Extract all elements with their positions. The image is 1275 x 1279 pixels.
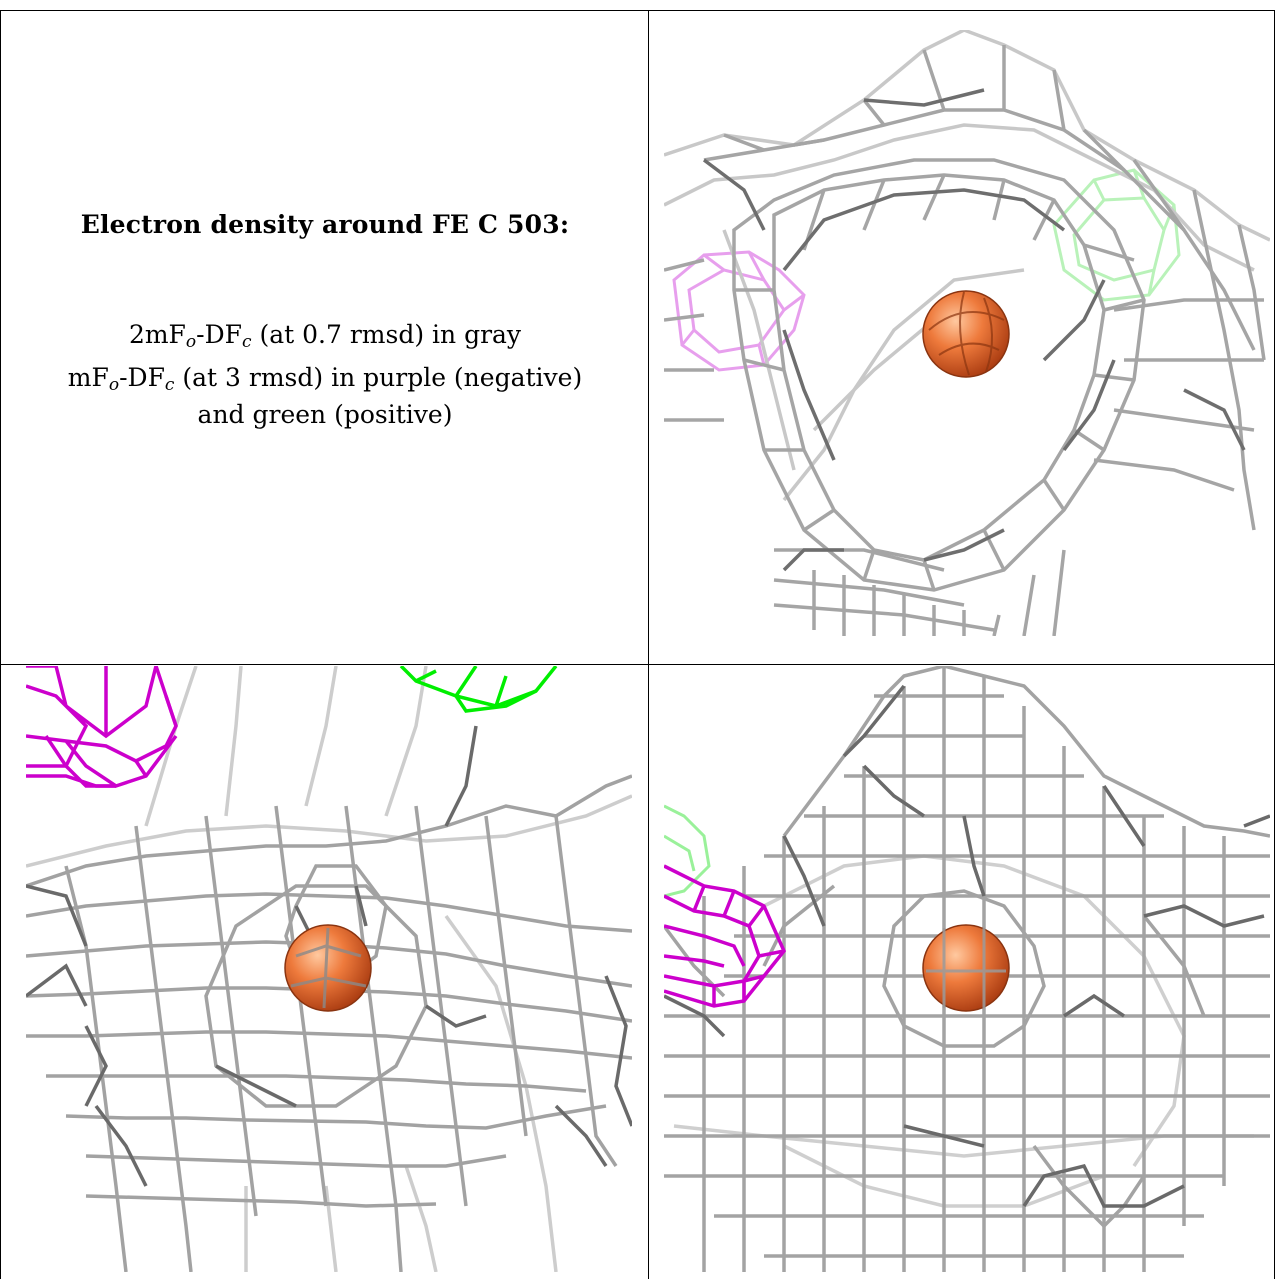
table-top-border xyxy=(0,10,1275,11)
iron-atom-sphere xyxy=(922,924,1010,1012)
density-view-1 xyxy=(664,30,1270,636)
table-left-border xyxy=(0,10,1,1279)
negative-difference-mesh xyxy=(664,864,787,1008)
caption-title: Electron density around FE C 503: xyxy=(80,210,570,239)
caption-line-fofc: mFo-DFc (at 3 rmsd) in purple (negative) xyxy=(67,363,583,395)
caption-line-2fofc: 2mFo-DFc (at 0.7 rmsd) in gray xyxy=(128,320,522,352)
table-middle-border xyxy=(0,664,1275,665)
gray-2fofc-mesh xyxy=(664,666,1270,1272)
gray-2fofc-mesh xyxy=(26,666,632,1272)
gray-2fofc-mesh xyxy=(664,30,1270,636)
density-view-2 xyxy=(26,666,632,1272)
negative-difference-mesh xyxy=(672,250,806,372)
caption-line-colors: and green (positive) xyxy=(197,400,453,429)
iron-atom-sphere xyxy=(922,290,1010,378)
caption-cell: Electron density around FE C 503: 2mFo-D… xyxy=(20,0,630,640)
positive-difference-mesh xyxy=(399,666,558,713)
density-view-3 xyxy=(664,666,1270,1272)
table-center-border xyxy=(648,10,649,1279)
negative-difference-mesh xyxy=(26,666,178,788)
positive-difference-mesh xyxy=(1052,168,1181,302)
iron-atom-sphere xyxy=(284,924,372,1012)
positive-difference-mesh xyxy=(664,804,711,898)
